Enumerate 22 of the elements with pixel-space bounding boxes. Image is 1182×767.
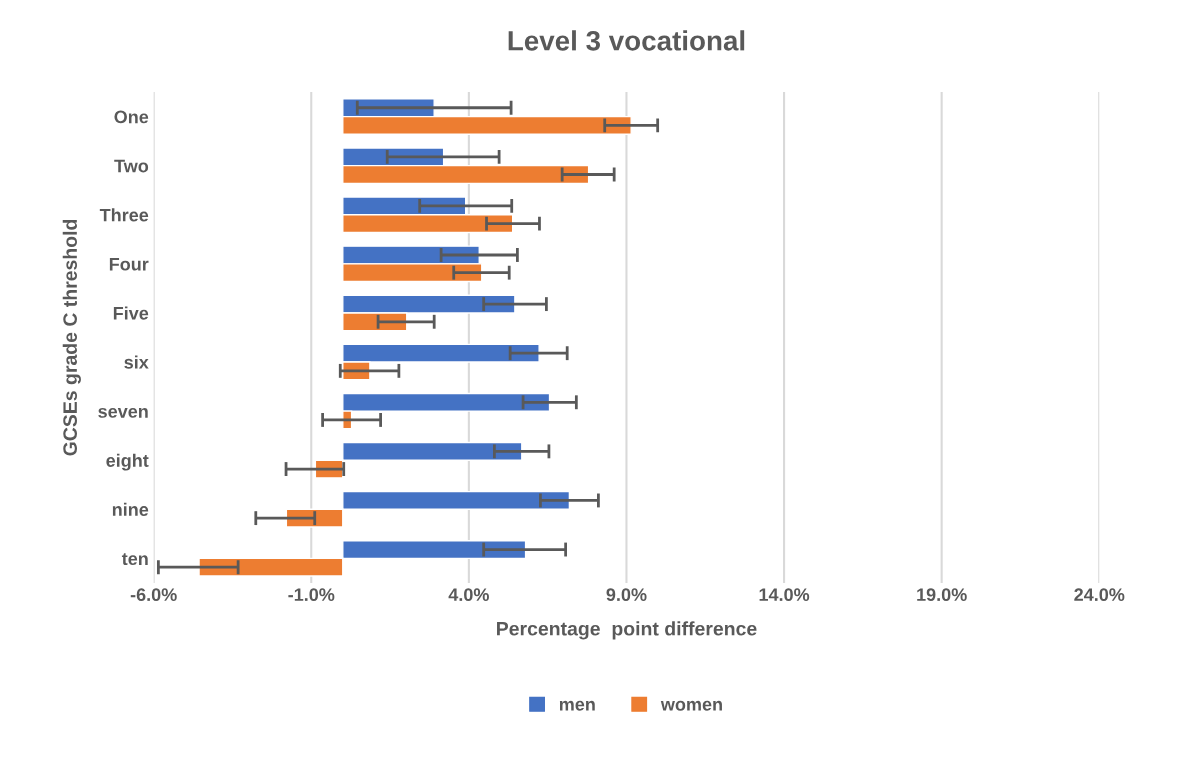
y-tick-label: Five (113, 306, 149, 320)
chart-title: Level 3 vocational (508, 30, 745, 51)
x-tick-label: 9.0% (606, 588, 647, 602)
x-tick-label: 19.0% (917, 588, 967, 602)
x-tick-label: 14.0% (759, 588, 810, 602)
y-tick-label: nine (112, 502, 149, 517)
legend-label: women (660, 700, 722, 711)
x-axis-title: Percentage point difference (497, 621, 757, 640)
y-tick-label: seven (98, 407, 148, 418)
x-tick-label: 4.0% (448, 588, 489, 602)
legend-label: men (559, 700, 595, 711)
y-tick-label: Four (109, 257, 149, 271)
x-tick-label: -1.0% (288, 588, 335, 602)
y-tick-label: six (124, 355, 149, 369)
x-tick-label: 24.0% (1074, 588, 1125, 602)
y-tick-label: ten (121, 553, 148, 566)
x-tick-label: -6.0% (130, 588, 177, 602)
y-tick-label: eight (106, 453, 149, 471)
y-tick-label: Three (99, 208, 149, 222)
y-axis-title: GCSEs grade C threshold (62, 219, 81, 456)
y-tick-label: One (114, 110, 149, 124)
y-tick-label: Two (114, 159, 149, 173)
